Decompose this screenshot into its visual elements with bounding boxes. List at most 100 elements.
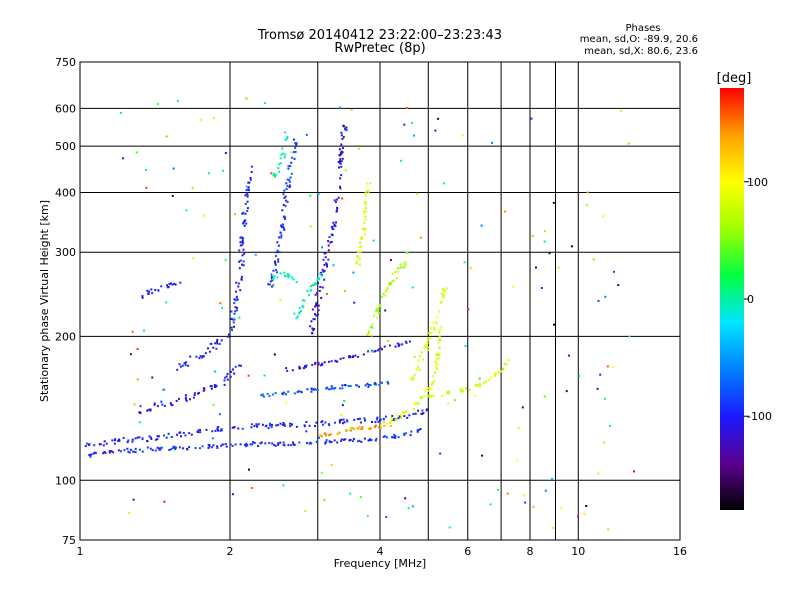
data-point (305, 421, 308, 423)
data-point (433, 328, 436, 331)
data-point (375, 309, 378, 312)
data-point (185, 209, 188, 212)
data-point (356, 418, 359, 421)
data-point (434, 371, 436, 374)
data-point (338, 160, 341, 162)
data-point (338, 166, 340, 169)
data-point (399, 263, 402, 266)
data-point (489, 503, 492, 506)
data-point (275, 268, 278, 271)
data-point (523, 494, 526, 497)
data-point (270, 273, 273, 276)
data-point (241, 243, 244, 246)
data-point (341, 151, 344, 154)
data-point (247, 186, 250, 189)
data-point (359, 236, 362, 239)
data-point (373, 426, 376, 429)
data-point (393, 417, 396, 420)
data-point (318, 289, 321, 292)
data-point (218, 413, 221, 416)
data-point (290, 423, 293, 426)
x-tick-label: 16 (673, 545, 687, 558)
data-point (364, 215, 367, 218)
data-point (141, 296, 144, 299)
data-point (171, 194, 174, 197)
data-point (233, 372, 236, 375)
data-point (282, 484, 285, 487)
data-point (256, 424, 259, 427)
data-point (267, 427, 270, 429)
data-point (427, 394, 430, 397)
data-point (282, 152, 285, 155)
data-point (179, 281, 182, 284)
data-point (435, 321, 438, 324)
data-point (241, 427, 244, 430)
data-point (424, 389, 427, 392)
data-point (284, 393, 287, 396)
data-point (280, 226, 283, 229)
data-point (382, 418, 385, 420)
data-point (404, 261, 407, 264)
data-point (468, 389, 471, 391)
data-point (287, 390, 290, 393)
data-point (309, 325, 312, 328)
data-point (310, 289, 313, 292)
data-point (311, 363, 314, 366)
data-point (333, 223, 336, 226)
data-point (412, 413, 415, 415)
data-point (234, 213, 236, 216)
data-point (147, 408, 150, 411)
data-point (437, 117, 440, 120)
data-point (157, 289, 160, 292)
data-point (292, 278, 295, 281)
data-point (317, 277, 320, 279)
data-point (480, 224, 483, 227)
data-point (597, 472, 600, 475)
data-point (426, 387, 429, 389)
data-point (104, 451, 107, 454)
data-point (304, 510, 307, 512)
data-point (165, 436, 168, 439)
data-point (391, 436, 394, 439)
data-point (387, 382, 390, 385)
data-point (168, 283, 171, 286)
data-point (271, 442, 274, 445)
data-point (531, 235, 534, 238)
data-point (372, 239, 375, 242)
data-point (474, 383, 477, 386)
data-point (331, 387, 334, 390)
data-point (221, 307, 224, 309)
data-point (364, 207, 367, 210)
data-point (334, 224, 337, 227)
data-point (324, 256, 327, 259)
data-point (440, 300, 443, 303)
data-point (178, 363, 181, 366)
data-point (302, 367, 305, 370)
data-point (613, 270, 615, 273)
data-point (355, 262, 358, 265)
data-point (268, 442, 271, 444)
data-point (442, 296, 445, 299)
data-point (341, 157, 344, 160)
data-point (370, 334, 373, 337)
data-point (318, 436, 320, 439)
data-point (502, 367, 505, 370)
data-point (453, 399, 456, 402)
data-point (336, 441, 339, 444)
data-point (239, 289, 242, 292)
data-point (332, 264, 335, 267)
data-point (389, 422, 392, 425)
y-tick-label: 300 (55, 246, 76, 259)
data-point (333, 421, 336, 424)
data-point (325, 441, 328, 444)
data-point (176, 368, 179, 371)
data-point (432, 394, 435, 397)
data-point (250, 426, 253, 429)
data-point (316, 278, 319, 281)
data-point (391, 280, 394, 283)
data-point (361, 235, 364, 238)
data-point (118, 438, 121, 441)
data-point (138, 448, 141, 451)
data-point (347, 385, 350, 387)
data-point (339, 357, 342, 360)
